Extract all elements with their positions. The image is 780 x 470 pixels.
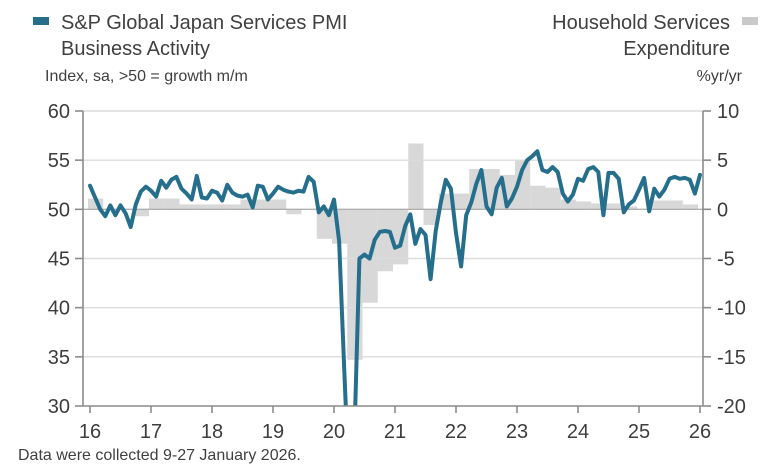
left-axis-tick-label: 60 xyxy=(48,101,70,123)
expenditure-bar xyxy=(133,209,149,217)
right-axis-tick-label: -15 xyxy=(717,347,746,369)
x-axis-tick-label: 20 xyxy=(323,421,345,443)
expenditure-bar xyxy=(560,199,576,210)
left-axis-tick-label: 40 xyxy=(48,298,70,320)
expenditure-bar xyxy=(530,185,546,210)
legend-pmi: S&P Global Japan Services PMI Business A… xyxy=(33,10,347,62)
pmi-legend-line2: Business Activity xyxy=(61,38,210,60)
right-axis-tick-label: 10 xyxy=(717,101,739,123)
x-axis-tick-label: 19 xyxy=(262,421,284,443)
expenditure-bar xyxy=(545,187,561,210)
legend-expenditure: Household Services Expenditure xyxy=(552,10,758,62)
expenditure-bar xyxy=(591,203,607,210)
expenditure-bar xyxy=(88,198,104,210)
expenditure-bar xyxy=(149,198,165,210)
expenditure-bar xyxy=(210,204,226,210)
expenditure-bar xyxy=(423,209,439,226)
pmi-line xyxy=(88,149,702,406)
expenditure-bar xyxy=(576,201,592,210)
x-axis-tick-label: 16 xyxy=(79,421,101,443)
expenditure-legend-label: Household Services Expenditure xyxy=(552,10,730,62)
expenditure-legend-line2: Expenditure xyxy=(623,38,730,60)
expenditure-bar xyxy=(377,209,393,272)
right-axis-tick-label: -20 xyxy=(717,396,746,418)
expenditure-bar xyxy=(164,198,180,210)
expenditure-bar xyxy=(454,193,470,210)
left-axis-tick-label: 35 xyxy=(48,347,70,369)
expenditure-bar xyxy=(271,199,287,210)
right-axis-tick-label: 0 xyxy=(717,199,728,221)
footer-note: Data were collected 9-27 January 2026. xyxy=(18,447,301,464)
x-axis-tick-label: 22 xyxy=(445,421,467,443)
expenditure-bar xyxy=(255,199,271,210)
right-axis-tick-label: -5 xyxy=(717,249,735,271)
expenditure-legend-marker-icon xyxy=(742,17,758,25)
expenditure-bar xyxy=(240,199,256,210)
left-axis-tick-label: 55 xyxy=(48,150,70,172)
x-axis-tick-label: 18 xyxy=(201,421,223,443)
left-axis-tick-label: 45 xyxy=(48,249,70,271)
expenditure-bar xyxy=(286,209,302,215)
expenditure-bar xyxy=(515,160,531,210)
expenditure-bar xyxy=(682,204,698,210)
expenditure-bar xyxy=(194,204,210,210)
x-axis-tick-label: 26 xyxy=(689,421,711,443)
expenditure-legend-line1: Household Services xyxy=(552,12,730,34)
left-axis-units-label: Index, sa, >50 = growth m/m xyxy=(45,68,248,85)
expenditure-bar xyxy=(225,204,241,210)
pmi-legend-label: S&P Global Japan Services PMI Business A… xyxy=(61,10,347,62)
left-axis-tick-label: 30 xyxy=(48,396,70,418)
expenditure-bar xyxy=(606,203,622,210)
right-axis-tick-label: -10 xyxy=(717,298,746,320)
expenditure-bar xyxy=(408,143,424,210)
x-axis-tick-label: 21 xyxy=(384,421,406,443)
right-axis-tick-label: 5 xyxy=(717,150,728,172)
expenditure-bar xyxy=(652,200,668,210)
pmi-legend-line1: S&P Global Japan Services PMI xyxy=(61,12,348,34)
left-axis-tick-label: 50 xyxy=(48,199,70,221)
pmi-legend-marker-icon xyxy=(33,17,49,25)
x-axis-tick-label: 24 xyxy=(567,421,589,443)
x-axis-tick-label: 23 xyxy=(506,421,528,443)
expenditure-bar xyxy=(179,204,195,210)
x-axis-tick-label: 25 xyxy=(628,421,650,443)
x-axis-tick-label: 17 xyxy=(140,421,162,443)
expenditure-bar xyxy=(667,200,683,210)
expenditure-bar xyxy=(621,206,637,210)
right-axis-units-label: %yr/yr xyxy=(696,68,742,85)
